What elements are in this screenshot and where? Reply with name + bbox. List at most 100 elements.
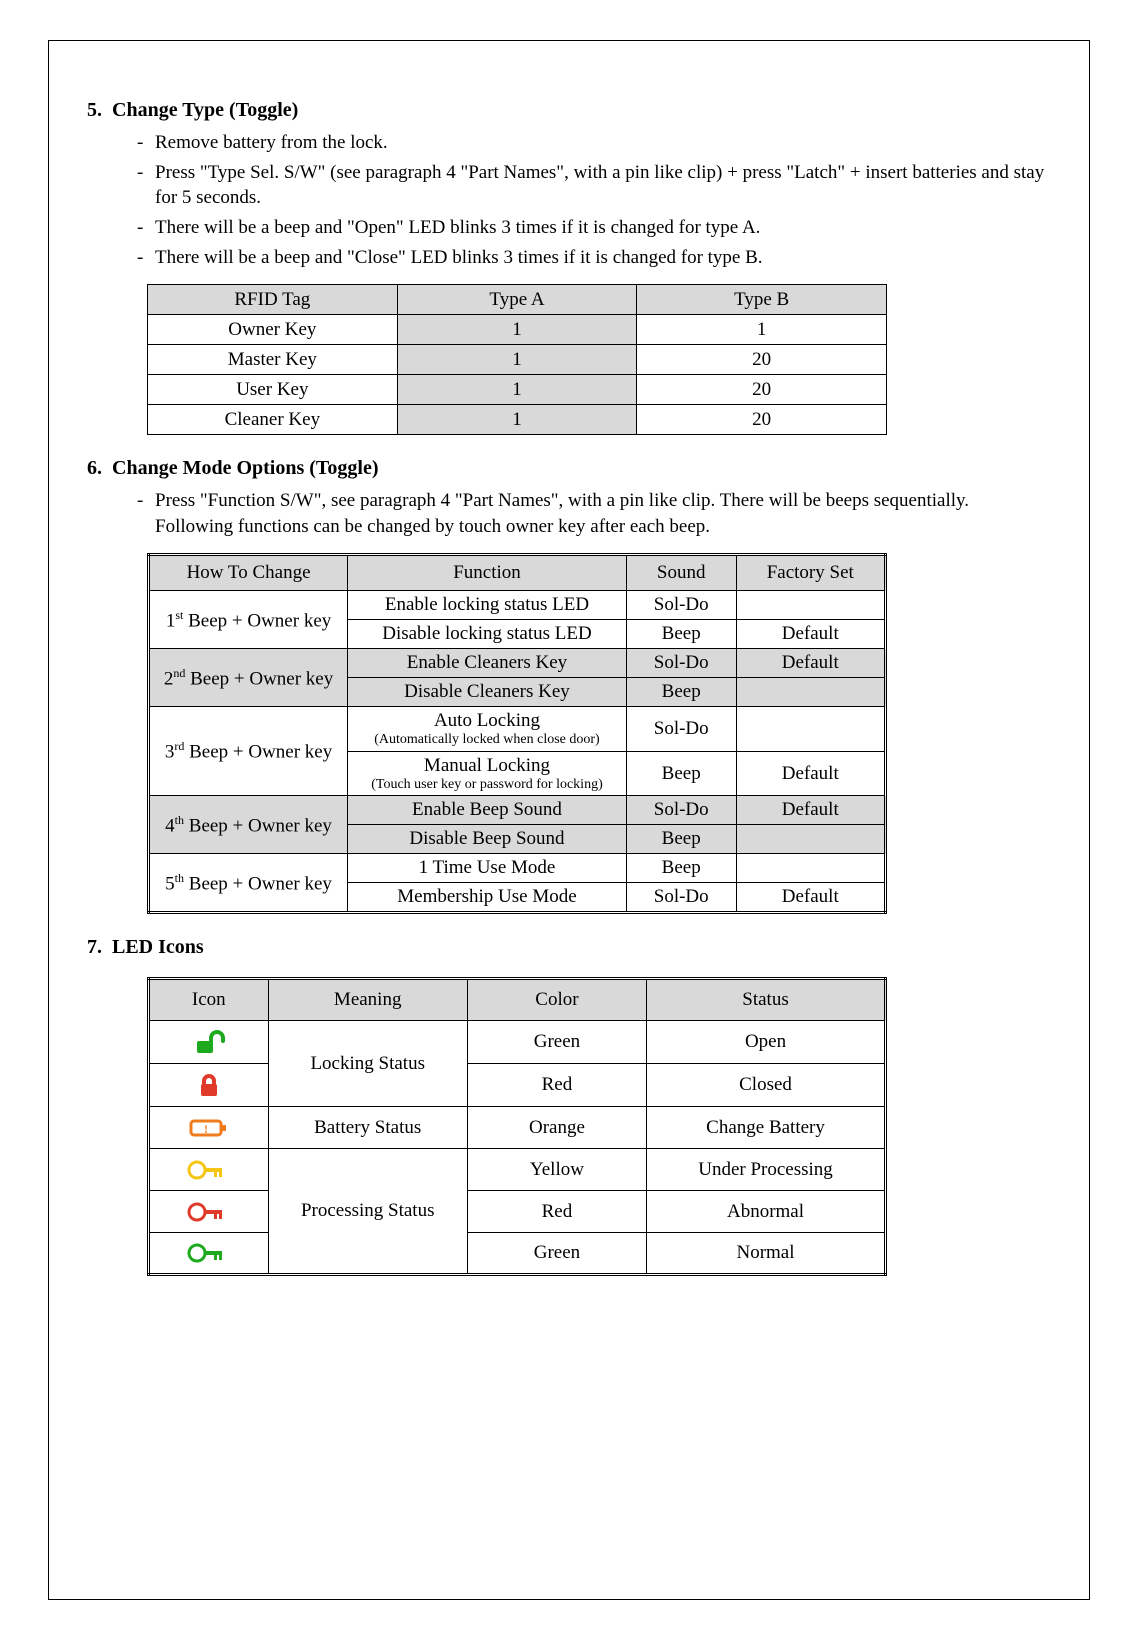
color-cell: Red (467, 1191, 646, 1233)
table-row: 4th Beep + Owner keyEnable Beep SoundSol… (149, 796, 886, 825)
section-5-bullets: Remove battery from the lock. Press "Typ… (137, 130, 1051, 270)
table-row: Cleaner Key 1 20 (148, 405, 887, 435)
table-row: GreenNormal (149, 1233, 886, 1275)
section-5-title: Change Type (Toggle) (112, 99, 298, 121)
table-cell: Master Key (148, 345, 398, 375)
icon-cell (149, 1191, 269, 1233)
table-header: Type B (637, 285, 887, 315)
lock-closed-icon (189, 1070, 229, 1100)
table-cell: 1 (397, 345, 637, 375)
factory-set-cell: Default (736, 751, 885, 795)
function-cell: Enable Cleaners Key (348, 649, 627, 678)
section-7-title: LED Icons (112, 936, 204, 958)
factory-set-cell (736, 678, 885, 707)
bullet-item: Press "Type Sel. S/W" (see paragraph 4 "… (137, 160, 1051, 211)
table-row: Locking StatusGreenOpen (149, 1021, 886, 1064)
function-cell: Disable locking status LED (348, 620, 627, 649)
color-cell: Yellow (467, 1149, 646, 1191)
sound-cell: Beep (626, 678, 736, 707)
section-6-title: Change Mode Options (Toggle) (112, 457, 379, 479)
table-header: Factory Set (736, 555, 885, 591)
table-cell: 1 (637, 315, 887, 345)
mode-options-table: How To Change Function Sound Factory Set… (147, 553, 887, 914)
factory-set-cell: Default (736, 620, 885, 649)
status-cell: Closed (647, 1064, 886, 1107)
table-row: 3rd Beep + Owner keyAuto Locking(Automat… (149, 707, 886, 751)
table-row: Owner Key 1 1 (148, 315, 887, 345)
rfid-tag-table: RFID Tag Type A Type B Owner Key 1 1 Mas… (147, 284, 887, 435)
table-row: !Battery StatusOrangeChange Battery (149, 1107, 886, 1149)
function-cell: Manual Locking(Touch user key or passwor… (348, 751, 627, 795)
status-cell: Under Processing (647, 1149, 886, 1191)
sound-cell: Sol-Do (626, 591, 736, 620)
bullet-item: Remove battery from the lock. (137, 130, 1051, 156)
section-6-bullets: Press "Function S/W", see paragraph 4 "P… (137, 488, 1051, 539)
icon-cell (149, 1149, 269, 1191)
table-header: Meaning (268, 979, 467, 1021)
section-5-number: 5. (87, 99, 102, 121)
color-cell: Orange (467, 1107, 646, 1149)
sound-cell: Beep (626, 620, 736, 649)
bullet-item: There will be a beep and "Close" LED bli… (137, 245, 1051, 271)
table-header: Status (647, 979, 886, 1021)
meaning-cell: Locking Status (268, 1021, 467, 1107)
table-header: How To Change (149, 555, 348, 591)
function-cell: Enable locking status LED (348, 591, 627, 620)
key-icon (186, 1241, 232, 1265)
table-row: 5th Beep + Owner key1 Time Use ModeBeep (149, 854, 886, 883)
battery-icon: ! (187, 1116, 231, 1140)
factory-set-cell (736, 854, 885, 883)
table-row: User Key 1 20 (148, 375, 887, 405)
table-header: Function (348, 555, 627, 591)
meaning-cell: Processing Status (268, 1149, 467, 1275)
factory-set-cell (736, 591, 885, 620)
status-cell: Normal (647, 1233, 886, 1275)
table-header: Icon (149, 979, 269, 1021)
lock-open-icon (189, 1027, 229, 1057)
icon-cell (149, 1021, 269, 1064)
section-7: 7. LED Icons Icon Meaning Color Status L… (87, 936, 1051, 1276)
table-header: RFID Tag (148, 285, 398, 315)
table-cell: 1 (397, 315, 637, 345)
function-cell: Auto Locking(Automatically locked when c… (348, 707, 627, 751)
how-to-change-cell: 2nd Beep + Owner key (149, 649, 348, 707)
status-cell: Open (647, 1021, 886, 1064)
factory-set-cell: Default (736, 796, 885, 825)
sound-cell: Beep (626, 751, 736, 795)
table-header: Color (467, 979, 646, 1021)
table-cell: 1 (397, 375, 637, 405)
table-row: 2nd Beep + Owner keyEnable Cleaners KeyS… (149, 649, 886, 678)
factory-set-cell (736, 707, 885, 751)
table-cell: User Key (148, 375, 398, 405)
sound-cell: Sol-Do (626, 649, 736, 678)
table-row: 1st Beep + Owner keyEnable locking statu… (149, 591, 886, 620)
color-cell: Green (467, 1233, 646, 1275)
section-7-heading: 7. LED Icons (87, 936, 1051, 959)
function-cell: 1 Time Use Mode (348, 854, 627, 883)
section-7-number: 7. (87, 936, 102, 958)
sound-cell: Sol-Do (626, 707, 736, 751)
table-cell: Cleaner Key (148, 405, 398, 435)
table-row: Processing StatusYellowUnder Processing (149, 1149, 886, 1191)
section-6-number: 6. (87, 457, 102, 479)
status-cell: Abnormal (647, 1191, 886, 1233)
table-cell: 20 (637, 345, 887, 375)
icon-cell (149, 1064, 269, 1107)
table-cell: 1 (397, 405, 637, 435)
sound-cell: Sol-Do (626, 883, 736, 913)
table-header: Type A (397, 285, 637, 315)
table-row: Master Key 1 20 (148, 345, 887, 375)
bullet-item: There will be a beep and "Open" LED blin… (137, 215, 1051, 241)
section-5-heading: 5. Change Type (Toggle) (87, 99, 1051, 122)
factory-set-cell: Default (736, 883, 885, 913)
page-frame: 5. Change Type (Toggle) Remove battery f… (48, 40, 1090, 1600)
function-cell: Enable Beep Sound (348, 796, 627, 825)
function-cell: Disable Cleaners Key (348, 678, 627, 707)
bullet-item: Press "Function S/W", see paragraph 4 "P… (137, 488, 1051, 539)
table-row: RedAbnormal (149, 1191, 886, 1233)
sound-cell: Sol-Do (626, 796, 736, 825)
how-to-change-cell: 5th Beep + Owner key (149, 854, 348, 913)
key-icon (186, 1200, 232, 1224)
sound-cell: Beep (626, 854, 736, 883)
svg-text:!: ! (204, 1122, 208, 1136)
